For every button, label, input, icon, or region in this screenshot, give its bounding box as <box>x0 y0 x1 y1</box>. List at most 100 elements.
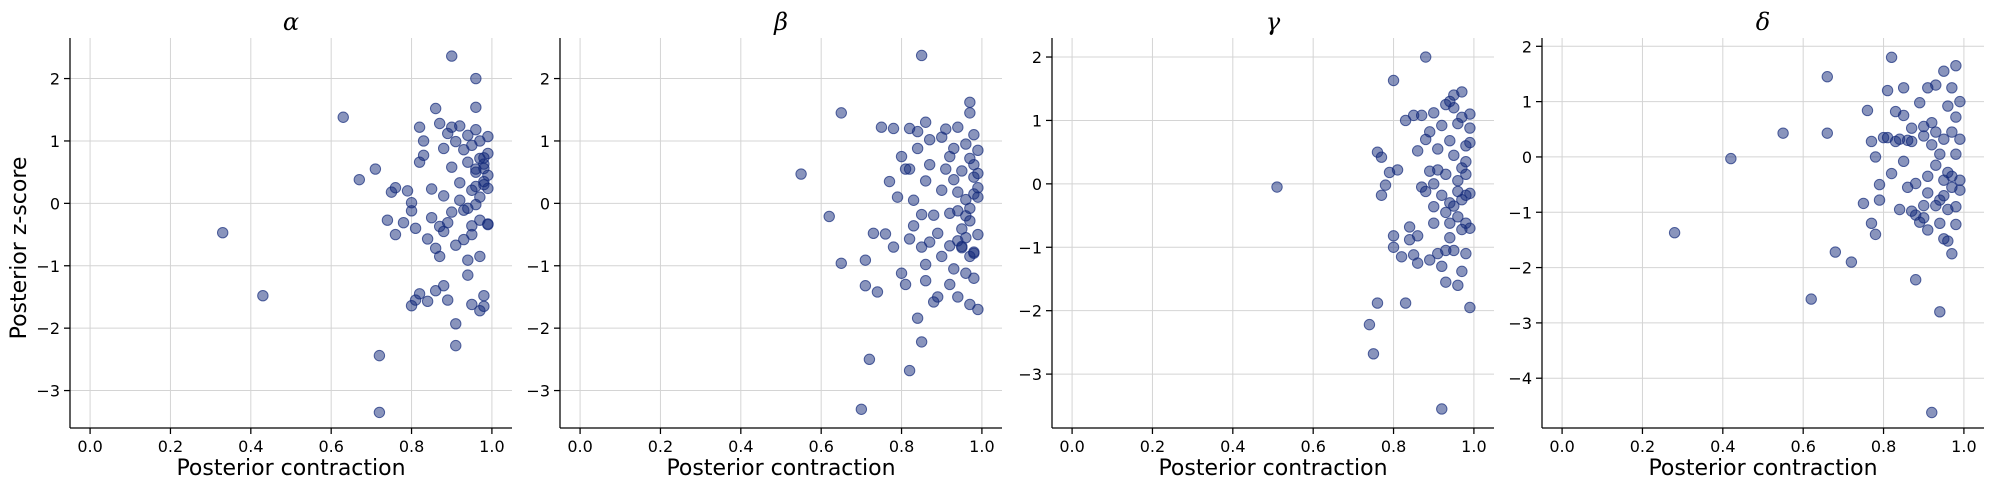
y-tick-label: 0 <box>50 194 60 213</box>
data-point <box>1946 82 1958 94</box>
data-point <box>1821 127 1833 139</box>
data-point <box>429 102 442 115</box>
data-point <box>956 165 968 177</box>
data-point <box>466 298 478 311</box>
data-point <box>1950 111 1962 123</box>
data-point <box>1897 109 1910 122</box>
data-point <box>1367 348 1380 360</box>
data-point <box>1938 189 1950 202</box>
data-point <box>1464 187 1476 200</box>
data-point <box>1464 122 1476 134</box>
x-tick-label: 1.0 <box>1951 437 1976 456</box>
data-point <box>1399 297 1412 309</box>
x-tick-label: 0.4 <box>238 437 263 456</box>
data-point <box>919 175 932 187</box>
data-point <box>470 101 482 113</box>
data-point <box>1440 276 1452 288</box>
x-tick-label: 0.4 <box>728 437 753 456</box>
data-point <box>919 275 932 287</box>
data-point <box>433 250 446 263</box>
data-point <box>1436 189 1448 201</box>
data-point <box>450 339 462 352</box>
data-point <box>835 257 847 269</box>
data-point <box>940 123 952 135</box>
data-point <box>450 239 462 251</box>
data-point <box>1861 104 1874 117</box>
data-point <box>1363 318 1376 331</box>
data-point <box>462 269 474 281</box>
data-point <box>1885 51 1898 64</box>
data-point <box>466 228 478 241</box>
data-point <box>940 163 952 175</box>
data-point <box>895 150 908 163</box>
data-point <box>446 206 458 218</box>
data-point <box>1869 228 1882 241</box>
data-point <box>482 169 494 181</box>
data-point <box>458 233 470 246</box>
data-point <box>1456 194 1468 206</box>
data-point <box>1460 155 1472 168</box>
data-point <box>401 185 414 197</box>
panel-title: γ <box>1266 8 1281 36</box>
data-point <box>1954 133 1966 145</box>
data-point <box>381 214 394 226</box>
data-point <box>948 142 960 155</box>
x-tick-label: 0.2 <box>158 437 183 456</box>
data-point <box>915 241 928 253</box>
panel-title: δ <box>1756 8 1770 36</box>
data-point <box>1897 155 1910 168</box>
data-point <box>863 353 876 366</box>
data-point <box>968 246 980 258</box>
data-point <box>1456 86 1468 98</box>
data-point <box>1419 51 1432 63</box>
data-point <box>1926 406 1938 419</box>
y-tick-label: 2 <box>1032 48 1042 67</box>
data-point <box>1942 235 1954 247</box>
data-point <box>1946 126 1958 138</box>
data-point <box>1926 139 1938 151</box>
data-point <box>919 258 932 271</box>
data-point <box>1946 170 1958 182</box>
data-point <box>1922 187 1934 199</box>
data-point <box>1452 174 1464 187</box>
data-point <box>1934 148 1946 160</box>
data-point <box>1411 257 1424 269</box>
data-point <box>960 231 972 244</box>
data-point <box>1428 217 1440 229</box>
data-point <box>1428 200 1440 213</box>
data-point <box>446 50 458 62</box>
data-point <box>972 303 984 316</box>
data-point <box>903 364 916 377</box>
data-point <box>1954 95 1966 108</box>
data-point <box>1668 227 1681 239</box>
data-point <box>373 406 386 419</box>
data-point <box>887 241 900 253</box>
x-tick-label: 0.2 <box>1630 437 1655 456</box>
x-tick-label: 0.0 <box>1059 437 1084 456</box>
data-point <box>373 349 386 362</box>
data-point <box>911 312 924 324</box>
y-tick-label: −2 <box>1018 302 1042 321</box>
data-point <box>1440 206 1452 219</box>
data-point <box>1918 130 1930 142</box>
y-tick-label: −3 <box>1018 365 1042 384</box>
x-tick-label: 0.4 <box>1220 437 1245 456</box>
data-point <box>964 96 976 108</box>
panel-title: β <box>773 8 788 36</box>
x-tick-label: 0.0 <box>567 437 592 456</box>
data-point <box>1464 136 1476 149</box>
data-point <box>1387 230 1400 242</box>
data-point <box>413 121 426 133</box>
data-point <box>1954 184 1966 196</box>
data-point <box>895 267 908 279</box>
data-point <box>907 220 920 232</box>
y-tick-label: 1 <box>50 132 60 151</box>
data-point <box>417 135 430 147</box>
data-point <box>216 226 229 239</box>
data-point <box>413 288 426 300</box>
data-point <box>1436 403 1448 415</box>
x-tick-label: 0.8 <box>399 437 424 456</box>
data-point <box>972 228 984 241</box>
data-point <box>1387 241 1400 253</box>
data-point <box>470 124 482 136</box>
